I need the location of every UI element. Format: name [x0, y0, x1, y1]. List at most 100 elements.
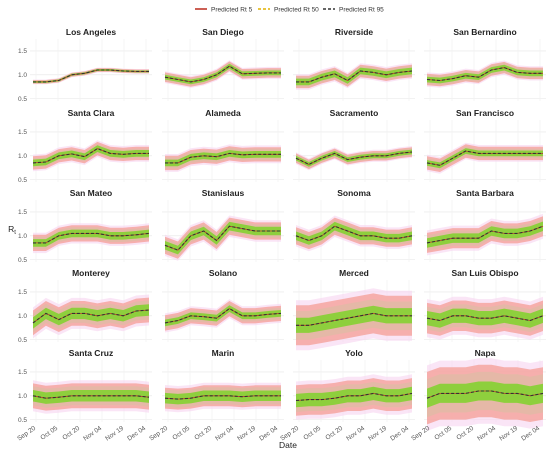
- y-tick-label: 1.0: [18, 313, 27, 320]
- x-tick-label: Dec 04: [389, 425, 410, 443]
- panel-title: Los Angeles: [66, 27, 116, 37]
- y-tick-label: 1.5: [18, 289, 27, 296]
- panel-stanislaus: Stanislaus: [162, 188, 284, 262]
- band-inner: [33, 304, 149, 329]
- y-tick-label: 1.5: [18, 369, 27, 376]
- line-rt50: [164, 65, 281, 83]
- legend: Predicted Rt 5 Predicted Rt 50 Predicted R…: [195, 7, 384, 14]
- line-rt5: [33, 69, 149, 83]
- legend-item: Predicted Rt 95: [323, 7, 384, 14]
- panel-merced: Merced: [293, 268, 415, 351]
- x-tick-label: Oct 20: [193, 425, 213, 442]
- line-rt50: [426, 390, 544, 399]
- panel-santa-clara: Santa Clara 0.5 1.0 1.5: [18, 108, 152, 184]
- band-inner: [33, 390, 149, 404]
- panel-san-francisco: San Francisco: [424, 108, 546, 182]
- band-inner: [427, 381, 543, 408]
- band-inner: [165, 305, 281, 327]
- panels-grid: Los Angeles 0.5 1.0 1.5 San Diego Riverside Sa…: [16, 27, 546, 442]
- panel-title: Santa Clara: [68, 108, 115, 118]
- panel-title: Merced: [339, 268, 369, 278]
- y-tick-label: 0.5: [18, 257, 27, 264]
- line-rt50: [426, 67, 543, 82]
- band-inner: [296, 67, 412, 86]
- line-rt50: [296, 70, 413, 83]
- y-axis-label-text: Rt: [8, 224, 16, 236]
- line-rt50: [164, 395, 281, 400]
- panel-santa-barbara: Santa Barbara: [424, 188, 546, 262]
- line-rt50: [164, 225, 281, 251]
- panel-title: Stanislaus: [202, 188, 245, 198]
- x-axis-label: Date: [279, 440, 297, 450]
- panel-title: Napa: [475, 348, 496, 358]
- band-inner: [427, 64, 543, 84]
- panel-title: San Diego: [202, 27, 244, 37]
- panel-sonoma: Sonoma: [293, 188, 415, 262]
- panel-title: Marin: [212, 348, 235, 358]
- line-rt50: [32, 147, 149, 164]
- panel-title: Alameda: [205, 108, 241, 118]
- band-inner: [33, 145, 149, 167]
- panel-title: Sonoma: [337, 188, 371, 198]
- line-rt5: [165, 152, 281, 164]
- line-rt50: [33, 232, 150, 244]
- panel-solano: Solano: [162, 268, 284, 342]
- x-tick-label: Nov 04: [82, 425, 103, 443]
- line-rt50: [164, 307, 282, 324]
- legend-label: Predicted Rt 95: [339, 7, 384, 14]
- y-tick-label: 1.0: [18, 153, 27, 160]
- x-tick-label: Oct 20: [455, 425, 475, 442]
- panel-san-mateo: San Mateo 0.5 1.0 1.5: [18, 188, 152, 264]
- line-rt50: [295, 225, 413, 242]
- x-tick-label: Sep 20: [410, 425, 431, 443]
- panel-title: Monterey: [72, 268, 110, 278]
- x-tick-label: Nov 04: [345, 425, 366, 443]
- x-tick-label: Oct 05: [171, 425, 191, 442]
- x-tick-label: Dec 04: [258, 425, 279, 443]
- band-inner: [33, 229, 149, 247]
- panel-san-luis-obispo: San Luis Obispo: [424, 268, 546, 342]
- panel-title: Santa Cruz: [69, 348, 113, 358]
- legend-label: Predicted Rt 5: [211, 7, 253, 14]
- y-tick-label: 1.5: [18, 129, 27, 136]
- line-rt50: [295, 392, 413, 402]
- legend-item: Predicted Rt 50: [258, 7, 319, 14]
- x-tick-label: Oct 05: [39, 425, 59, 442]
- panel-title: Riverside: [335, 27, 374, 37]
- panel-sacramento: Sacramento: [293, 108, 415, 182]
- band-inner: [296, 305, 412, 333]
- x-tick-label: Nov 04: [214, 425, 235, 443]
- x-tick-label: Oct 20: [324, 425, 344, 442]
- panel-title: San Mateo: [70, 188, 113, 198]
- band-inner: [165, 63, 281, 85]
- panel-san-bernardino: San Bernardino: [424, 27, 546, 101]
- y-tick-label: 1.5: [18, 209, 27, 216]
- y-tick-label: 0.5: [18, 96, 27, 103]
- y-tick-label: 1.0: [18, 72, 27, 79]
- x-tick-label: Oct 20: [61, 425, 81, 442]
- y-tick-label: 0.5: [18, 177, 27, 184]
- panel-title: San Luis Obispo: [451, 268, 518, 278]
- panel-monterey: Monterey 0.5 1.0 1.5: [18, 268, 152, 344]
- panel-san-diego: San Diego: [162, 27, 284, 101]
- legend-item: Predicted Rt 5: [195, 7, 253, 14]
- y-tick-label: 1.0: [18, 393, 27, 400]
- panel-title: Solano: [209, 268, 237, 278]
- band-inner: [296, 386, 412, 408]
- line-rt50: [426, 150, 543, 166]
- y-axis-label: Rt: [8, 224, 16, 236]
- x-tick-label: Dec 04: [126, 425, 147, 443]
- legend-label: Predicted Rt 50: [274, 7, 319, 14]
- x-tick-label: Nov 19: [367, 425, 388, 443]
- panel-title: San Bernardino: [453, 27, 516, 37]
- x-tick-label: Nov 19: [104, 425, 125, 443]
- line-rt50: [296, 312, 412, 326]
- panel-los-angeles: Los Angeles 0.5 1.0 1.5: [18, 27, 152, 103]
- y-tick-label: 0.5: [18, 337, 27, 344]
- x-tick-label: Sep 20: [16, 425, 37, 443]
- panel-title: Santa Barbara: [456, 188, 514, 198]
- y-tick-label: 1.5: [18, 48, 27, 55]
- x-tick-label: Nov 19: [236, 425, 257, 443]
